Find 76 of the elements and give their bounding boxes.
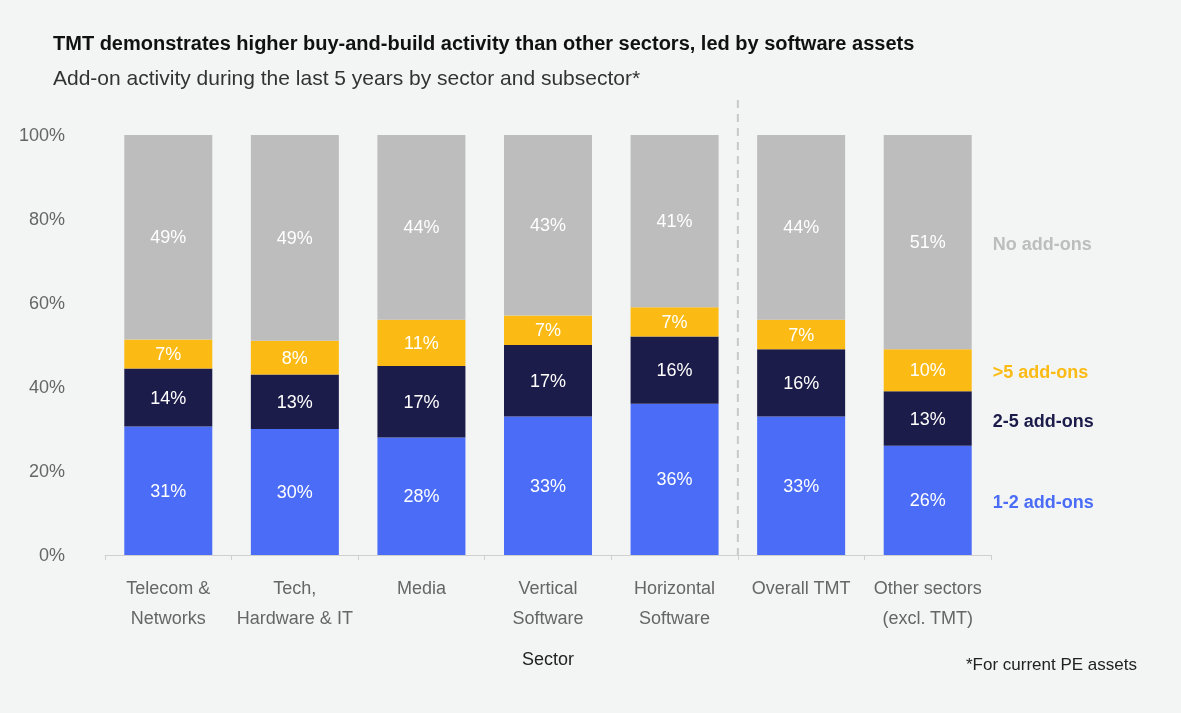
data-label: 7%: [155, 344, 182, 365]
data-label: 28%: [403, 486, 440, 507]
x-tick-label: Media: [396, 578, 447, 598]
data-label: 49%: [150, 227, 187, 248]
bar: [250, 340, 339, 375]
bar: [250, 429, 339, 555]
data-label: 7%: [534, 320, 562, 341]
x-axis-title: Sector: [521, 649, 575, 669]
data-label: 44%: [783, 217, 820, 238]
bar: [124, 135, 213, 340]
chart-subtitle: Add-on activity during the last 5 years by sector and subsector*: [53, 66, 641, 89]
data-label: 33%: [783, 475, 820, 496]
text: *For current PE assets: [966, 655, 1138, 674]
y-tick-label: 80%: [28, 209, 65, 229]
y-tick-label: 40%: [28, 377, 65, 397]
bar: [504, 135, 592, 316]
data-label: 17%: [403, 391, 440, 412]
data-label: 43%: [529, 215, 567, 236]
x-tick-label: Other sectors (excl. TMT): [873, 578, 982, 628]
data-label: 8%: [281, 347, 308, 368]
data-label: 30%: [276, 482, 313, 502]
data-label: 41%: [656, 211, 693, 232]
x-tick-label: Tech, Hardware & IT: [236, 578, 353, 628]
y-tick-label: 0%: [38, 545, 65, 565]
bar: [124, 339, 213, 369]
data-label: 36%: [656, 469, 693, 490]
data-label: 11%: [404, 332, 439, 353]
data-label: 49%: [276, 227, 313, 248]
bar: [757, 319, 846, 350]
data-label: 13%: [276, 391, 313, 412]
y-tick-label: 100%: [18, 125, 65, 145]
data-label: 7%: [661, 311, 688, 332]
bar: [124, 426, 213, 555]
data-label: 16%: [656, 360, 693, 381]
x-tick-label: Telecom & Networks: [126, 578, 211, 628]
data-label: 51%: [909, 232, 946, 253]
data-label: 26%: [909, 490, 946, 511]
data-label: 13%: [909, 408, 946, 429]
x-tick-label: Overall TMT: [751, 578, 851, 598]
bar: [757, 135, 846, 320]
bar: [630, 307, 719, 337]
bar: [630, 336, 719, 404]
bar: [883, 135, 972, 350]
y-tick-label: 20%: [28, 461, 65, 481]
bar: [883, 445, 972, 555]
bar: [504, 315, 592, 345]
bar: [883, 349, 972, 392]
data-label: 31%: [150, 480, 187, 501]
series-label: >5 add-ons: [992, 362, 1089, 383]
y-tick-label: 60%: [28, 293, 65, 313]
chart-title: TMT demonstrates higher buy-and-build activity than other sectors, led by software assets: [53, 32, 915, 54]
bar: [377, 366, 466, 438]
bar: [630, 135, 719, 308]
x-tick-label: Vertical Software: [512, 578, 584, 628]
bar: [757, 349, 846, 417]
bar: [377, 319, 466, 366]
bar: [377, 437, 466, 555]
bar: [883, 391, 972, 446]
bar: [504, 345, 592, 417]
data-label: 10%: [909, 360, 946, 381]
data-label: 44%: [403, 217, 440, 238]
x-tick-label: Horizontal Software: [634, 578, 716, 628]
bar: [630, 403, 719, 555]
data-label: 16%: [783, 372, 820, 393]
bar: [377, 135, 466, 320]
series-label: 2-5 add-ons: [992, 410, 1094, 431]
data-label: 14%: [150, 387, 187, 408]
bar: [250, 374, 339, 429]
bar: [504, 416, 592, 555]
series-label: 1-2 add-ons: [992, 492, 1094, 513]
data-label: 17%: [529, 370, 567, 391]
data-label: 7%: [788, 324, 815, 345]
bar: [757, 416, 846, 555]
data-label: 33%: [529, 475, 567, 496]
bar: [250, 135, 339, 341]
bar: [124, 368, 213, 427]
